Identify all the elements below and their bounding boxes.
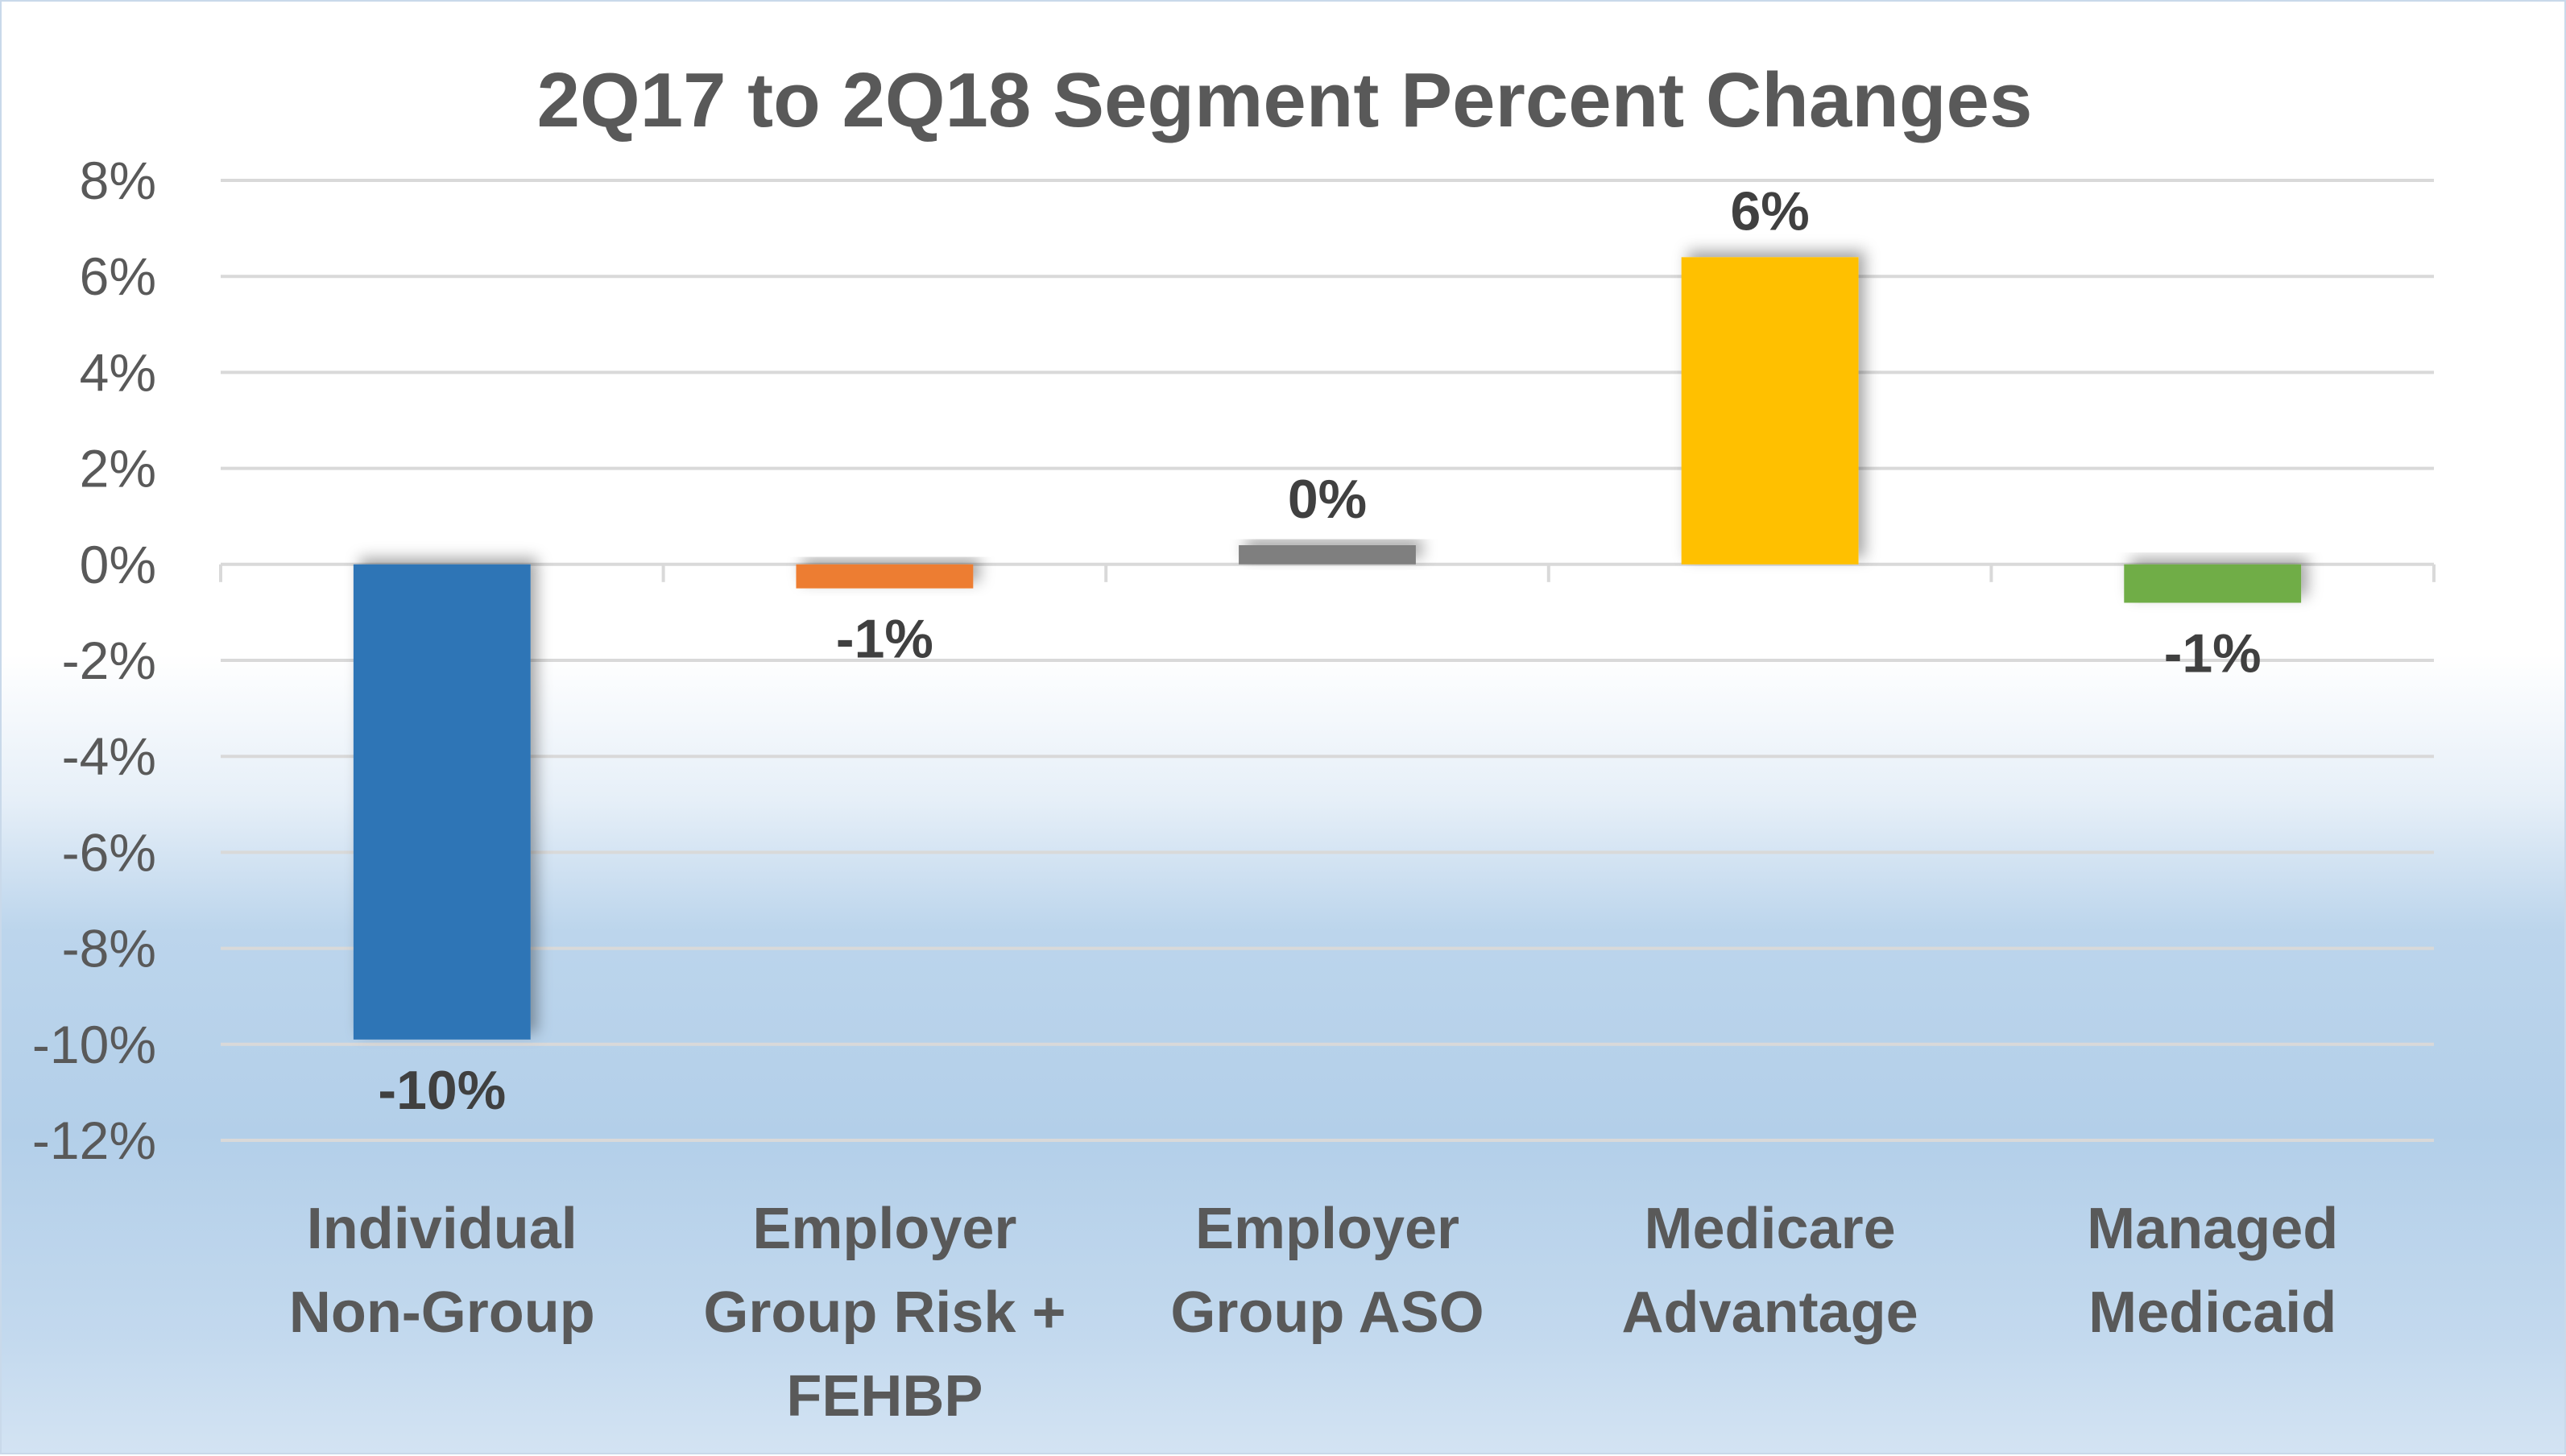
category-label-line: Medicaid — [2088, 1280, 2336, 1345]
category-label-line: Individual — [307, 1197, 577, 1261]
y-tick-label: -12% — [32, 1111, 156, 1170]
y-tick-label: 0% — [80, 535, 156, 594]
bar — [2124, 564, 2302, 603]
data-label: -1% — [836, 609, 933, 670]
data-label: 0% — [1288, 469, 1367, 530]
y-tick-label: 8% — [80, 151, 156, 210]
category-labels: Individual Non-Group Employer Group Risk + F… — [289, 1197, 2338, 1429]
category-label-line: Group ASO — [1170, 1280, 1484, 1345]
y-tick-label: -6% — [62, 822, 156, 882]
category-label: Managed Medicaid — [2087, 1197, 2338, 1345]
category-label-line: FEHBP — [786, 1364, 983, 1429]
category-label: Individual Non-Group — [289, 1197, 595, 1345]
data-label: -10% — [378, 1060, 506, 1121]
y-tick-label: 4% — [80, 342, 156, 402]
y-tick-label: -2% — [62, 631, 156, 690]
y-axis-tick-labels: 8% 6% 4% 2% 0% -2% -4% -6% -8% -10% -12% — [32, 151, 156, 1170]
category-label: Medicare Advantage — [1622, 1197, 1918, 1345]
bar — [353, 564, 531, 1040]
bar — [1681, 257, 1859, 565]
category-label: Employer Group ASO — [1170, 1197, 1484, 1345]
gridlines — [221, 179, 2434, 1142]
category-label-line: Group Risk + — [703, 1280, 1066, 1345]
category-label-line: Employer — [1195, 1197, 1459, 1261]
category-label-line: Advantage — [1622, 1280, 1918, 1345]
y-tick-label: 6% — [80, 246, 156, 306]
chart-title: 2Q17 to 2Q18 Segment Percent Changes — [537, 57, 2033, 143]
y-tick-label: 2% — [80, 439, 156, 498]
category-label-line: Employer — [752, 1197, 1016, 1261]
bars — [353, 257, 2302, 1040]
data-labels: -10% -1% 0% 6% -1% — [378, 180, 2261, 1120]
category-label-line: Managed — [2087, 1197, 2338, 1261]
category-label: Employer Group Risk + FEHBP — [703, 1197, 1066, 1429]
data-label: 6% — [1730, 180, 1809, 242]
data-label: -1% — [2164, 623, 2262, 684]
y-tick-label: -10% — [32, 1015, 156, 1074]
bar — [1239, 544, 1416, 565]
category-label-line: Medicare — [1645, 1197, 1896, 1261]
y-tick-label: -8% — [62, 919, 156, 978]
x-axis — [219, 562, 2436, 582]
bar — [796, 564, 974, 589]
y-tick-label: -4% — [62, 726, 156, 786]
category-label-line: Non-Group — [289, 1280, 595, 1345]
